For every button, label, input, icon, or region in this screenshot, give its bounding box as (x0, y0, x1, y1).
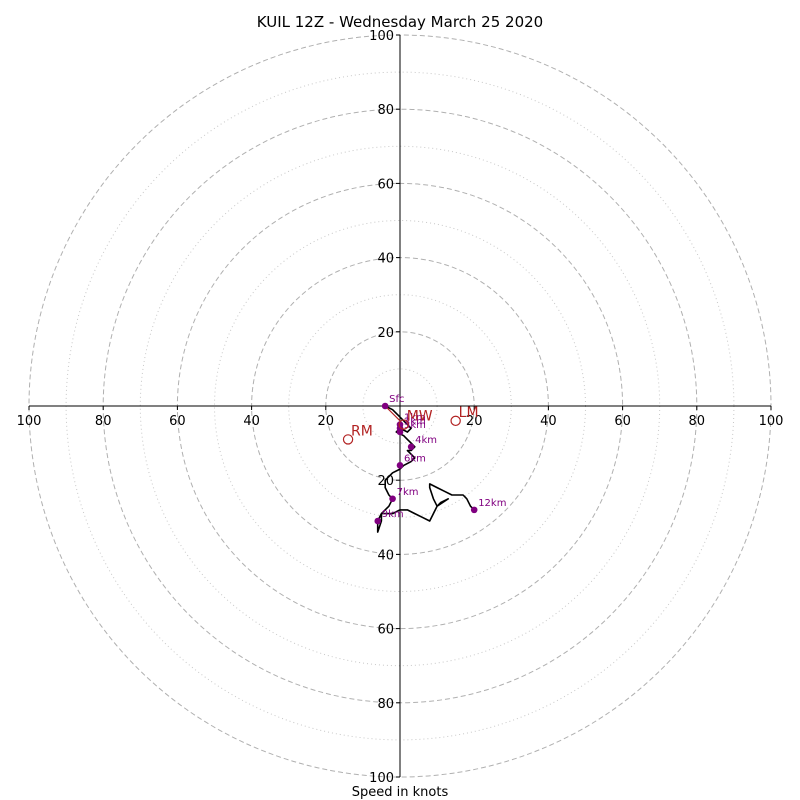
chart-title: KUIL 12Z - Wednesday March 25 2020 (257, 13, 543, 31)
storm-motion-lm (450, 415, 461, 427)
y-tick-label: 100 (369, 29, 394, 44)
x-tick-label: 40 (540, 414, 557, 429)
y-tick-label: 40 (377, 548, 394, 563)
height-label-7km: 7km (397, 487, 419, 498)
height-marker-6km (396, 462, 404, 469)
storm-motion-label-rm: RM (351, 423, 373, 439)
height-label-4km: 4km (415, 435, 437, 446)
height-label-3km: 3km (404, 420, 426, 431)
tick-labels: 100 80 60 40 20 20 40 60 80 100100806040202040608… (17, 29, 784, 786)
height-marker-sfc (381, 402, 389, 410)
y-tick-label: 80 (377, 697, 394, 712)
axes (29, 35, 771, 777)
y-tick-label: 60 (377, 177, 394, 192)
x-tick-label: 40 (243, 414, 260, 429)
height-marker-7km (389, 495, 396, 503)
height-label-6km: 6km (404, 453, 426, 464)
hodograph-line (376, 405, 475, 533)
height-label-12km: 12km (478, 498, 506, 509)
y-tick-label: 100 (369, 771, 394, 786)
y-tick-label: 40 (377, 252, 394, 267)
height-marker-12km (470, 506, 478, 514)
storm-motion-rm (342, 434, 354, 445)
x-tick-label: 80 (95, 414, 112, 429)
y-tick-label: 60 (377, 623, 394, 638)
storm-motion-markers: RM LM MW (342, 405, 479, 445)
height-label-2km: 2km (404, 416, 426, 427)
height-marker-3km (396, 428, 404, 436)
height-marker-4km (407, 443, 415, 451)
x-axis-label: Speed in knots (352, 785, 449, 800)
storm-motion-label-mw: MW (407, 409, 433, 425)
height-label-sfc: Sfc (389, 394, 404, 405)
storm-motion-label-lm: LM (459, 405, 479, 421)
x-tick-label: 100 (759, 414, 784, 429)
height-marker-9km (374, 517, 382, 525)
x-tick-label: 60 (169, 414, 186, 429)
x-tick-label: 60 (614, 414, 631, 429)
storm-motion-mw (398, 419, 409, 430)
x-tick-label: 80 (689, 414, 706, 429)
shear-vector (384, 405, 401, 422)
y-tick-label: 80 (377, 103, 394, 118)
height-label-9km: 9km (382, 509, 404, 520)
x-tick-label: 100 (17, 414, 42, 429)
height-label-1km: 1km (404, 413, 426, 424)
y-tick-label: 20 (377, 326, 394, 341)
wind-trace (376, 405, 475, 533)
x-tick-label: 20 (318, 414, 335, 429)
x-tick-label: 20 (466, 414, 483, 429)
